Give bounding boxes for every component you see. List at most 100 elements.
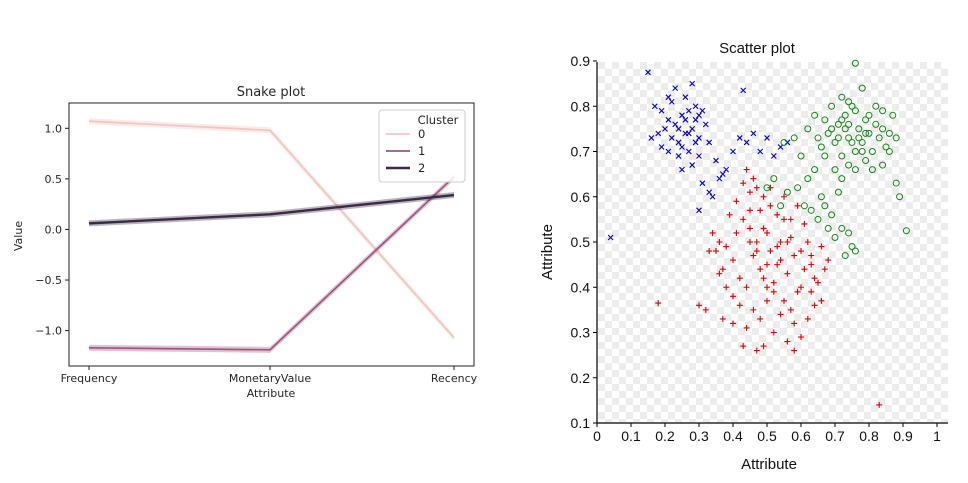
scatter-y-tick-label: 0.4	[571, 279, 591, 295]
scatter-point-plus	[760, 275, 767, 282]
scatter-point-plus	[753, 248, 760, 255]
scatter-point-circle	[879, 161, 887, 169]
scatter-point-cross	[685, 130, 692, 137]
scatter-point-circle	[777, 202, 785, 210]
scatter-point-plus	[730, 320, 736, 327]
scatter-point-circle	[896, 193, 904, 201]
scatter-point-circle	[875, 134, 883, 142]
scatter-point-circle	[831, 166, 839, 174]
scatter-point-circle	[838, 152, 846, 160]
scatter-point-cross	[668, 98, 675, 105]
scatter-x-tick-label: 0	[593, 428, 601, 444]
scatter-point-plus	[733, 198, 740, 205]
scatter-point-plus	[798, 334, 804, 341]
snake-x-tick-label: Frequency	[61, 372, 118, 385]
snake-y-tick-label: 0.0	[45, 223, 63, 236]
scatter-point-plus	[730, 257, 736, 264]
snake-y-tick-label: −0.5	[35, 274, 62, 287]
scatter-point-plus	[719, 266, 726, 273]
scatter-point-plus	[726, 211, 733, 218]
scatter-plot: Scatter plot 0.1 0.2 0.3 0.4 0.5 0.6 0.7 0.8 0.9…	[539, 40, 948, 473]
scatter-point-cross	[672, 121, 679, 128]
scatter-point-circle	[862, 129, 870, 137]
scatter-point-circle	[882, 143, 890, 151]
snake-y-tick-label: 0.5	[45, 173, 63, 186]
scatter-point-plus	[808, 252, 815, 259]
scatter-x-tick-label: 0.9	[893, 428, 913, 444]
scatter-point-circle	[804, 175, 812, 183]
scatter-point-circle	[862, 157, 870, 165]
scatter-point-circle	[824, 129, 832, 137]
scatter-point-cross	[692, 139, 699, 146]
scatter-point-plus	[743, 284, 750, 291]
scatter-point-plus	[706, 248, 713, 255]
snake-line-cluster-1	[88, 176, 455, 351]
scatter-point-plus	[743, 324, 750, 331]
scatter-point-circle	[872, 120, 880, 128]
scatter-point-plus	[784, 270, 791, 277]
scatter-point-circle	[858, 138, 866, 146]
scatter-point-cross	[736, 135, 743, 141]
scatter-point-plus	[655, 300, 662, 307]
scatter-point-plus	[808, 261, 815, 268]
scatter-point-circle	[800, 202, 808, 210]
scatter-point-circle	[834, 120, 842, 128]
scatter-point-circle	[828, 125, 836, 133]
scatter-point-circle	[902, 227, 910, 235]
scatter-point-circle	[780, 138, 788, 146]
scatter-point-circle	[814, 134, 822, 142]
scatter-point-circle	[855, 125, 863, 133]
scatter-point-circle	[828, 211, 836, 219]
scatter-point-plus	[798, 284, 804, 291]
scatter-point-cross	[696, 112, 702, 119]
scatter-point-cross	[706, 139, 713, 146]
scatter-point-plus	[740, 180, 747, 187]
scatter-point-plus	[750, 252, 757, 259]
scatter-x-tick-label: 0.2	[655, 428, 675, 444]
scatter-point-plus	[764, 284, 770, 291]
scatter-point-plus	[723, 284, 730, 291]
snake-title: Snake plot	[237, 85, 306, 100]
scatter-point-circle	[885, 129, 893, 137]
scatter-point-circle	[790, 134, 798, 142]
scatter-point-circle	[834, 188, 842, 196]
scatter-point-plus	[798, 248, 804, 255]
scatter-point-cross	[685, 107, 692, 114]
scatter-point-plus	[774, 211, 781, 218]
scatter-point-plus	[753, 184, 760, 191]
scatter-point-plus	[777, 257, 784, 264]
scatter-point-plus	[764, 261, 770, 268]
scatter-plot-background	[598, 62, 948, 422]
scatter-point-plus	[794, 288, 801, 295]
scatter-point-cross	[689, 80, 696, 87]
scatter-point-plus	[791, 347, 798, 354]
scatter-point-cross	[696, 135, 702, 141]
scatter-y-tick-label: 0.3	[571, 325, 591, 341]
scatter-point-circle	[763, 184, 771, 192]
scatter-point-circle	[821, 116, 829, 124]
legend-label-2: 2	[418, 161, 425, 175]
scatter-point-plus	[791, 252, 798, 259]
scatter-point-circle	[783, 188, 791, 196]
scatter-x-tick-label: 0.5	[757, 428, 777, 444]
scatter-point-circle	[845, 229, 853, 237]
scatter-point-circle	[821, 202, 829, 210]
scatter-point-cross	[699, 180, 706, 187]
scatter-point-plus	[801, 220, 808, 227]
scatter-point-circle	[872, 102, 880, 110]
scatter-point-circle	[848, 243, 856, 251]
scatter-point-plus	[787, 306, 794, 313]
scatter-point-circle	[851, 107, 859, 115]
legend-title: Cluster	[418, 113, 459, 127]
scatter-point-circle	[845, 120, 853, 128]
snake-legend: Cluster 0 1 2	[378, 109, 466, 183]
scatter-point-cross	[689, 125, 696, 132]
scatter-points-group	[607, 59, 910, 408]
scatter-point-circle	[892, 134, 900, 142]
scatter-point-cross	[675, 153, 682, 159]
scatter-x-tick-label: 1	[933, 428, 941, 444]
scatter-point-circle	[851, 247, 859, 255]
scatter-point-cross	[672, 85, 679, 92]
scatter-point-cross	[723, 166, 730, 173]
scatter-point-plus	[730, 293, 736, 300]
